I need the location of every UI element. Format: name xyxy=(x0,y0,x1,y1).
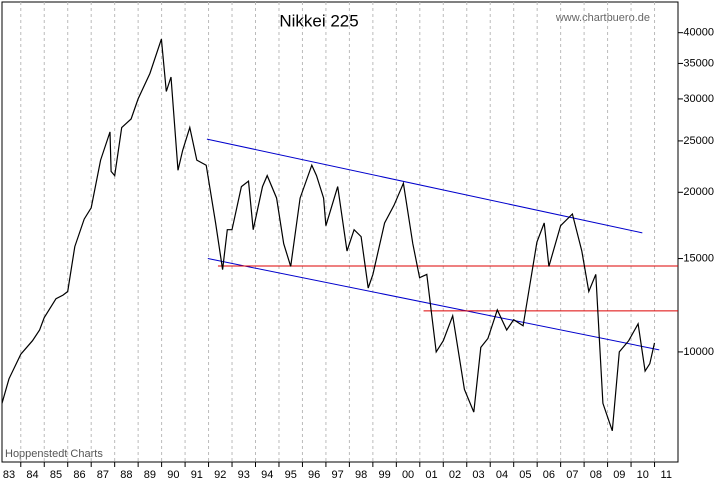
y-tick-label: 35000 xyxy=(683,57,714,69)
x-tick-label: 09 xyxy=(613,469,625,481)
x-tick-label: 03 xyxy=(472,469,484,481)
y-tick-label: 15000 xyxy=(683,252,714,264)
y-tick-label: 10000 xyxy=(683,346,714,358)
x-tick-label: 92 xyxy=(214,469,226,481)
x-tick-label: 00 xyxy=(402,469,414,481)
x-tick-label: 89 xyxy=(144,469,156,481)
trend-line xyxy=(207,258,660,351)
y-tick-label: 30000 xyxy=(683,93,714,105)
source: Hoppenstedt Charts xyxy=(5,448,103,460)
y-tick-label: 40000 xyxy=(683,27,714,39)
x-tick-label: 11 xyxy=(661,469,672,481)
x-tick-label: 06 xyxy=(543,469,555,481)
price-line xyxy=(1,38,656,431)
x-tick-label: 83 xyxy=(3,469,15,481)
x-tick-label: 01 xyxy=(425,469,437,481)
subtitle: www.chartbuero.de xyxy=(555,12,650,24)
x-tick-label: 94 xyxy=(261,469,273,481)
x-tick-label: 91 xyxy=(191,469,203,481)
x-tick-label: 02 xyxy=(449,469,461,481)
x-tick-label: 90 xyxy=(167,469,179,481)
x-tick-label: 04 xyxy=(496,469,508,481)
x-tick-label: 05 xyxy=(519,469,531,481)
x-tick-label: 10 xyxy=(637,469,649,481)
x-tick-label: 86 xyxy=(73,469,85,481)
x-tick-label: 98 xyxy=(355,469,367,481)
y-tick-label: 25000 xyxy=(683,135,714,147)
x-tick-label: 88 xyxy=(120,469,132,481)
y-tick-label: 20000 xyxy=(683,186,714,198)
x-tick-label: 99 xyxy=(378,469,390,481)
chart-title: Nikkei 225 xyxy=(279,11,358,30)
x-tick-label: 87 xyxy=(97,469,109,481)
x-tick-label: 97 xyxy=(332,469,344,481)
x-tick-label: 85 xyxy=(50,469,62,481)
x-tick-label: 95 xyxy=(285,469,297,481)
x-tick-label: 84 xyxy=(26,469,38,481)
x-tick-label: 07 xyxy=(566,469,578,481)
x-tick-label: 08 xyxy=(590,469,602,481)
x-tick-label: 96 xyxy=(308,469,320,481)
x-tick-label: 93 xyxy=(238,469,250,481)
